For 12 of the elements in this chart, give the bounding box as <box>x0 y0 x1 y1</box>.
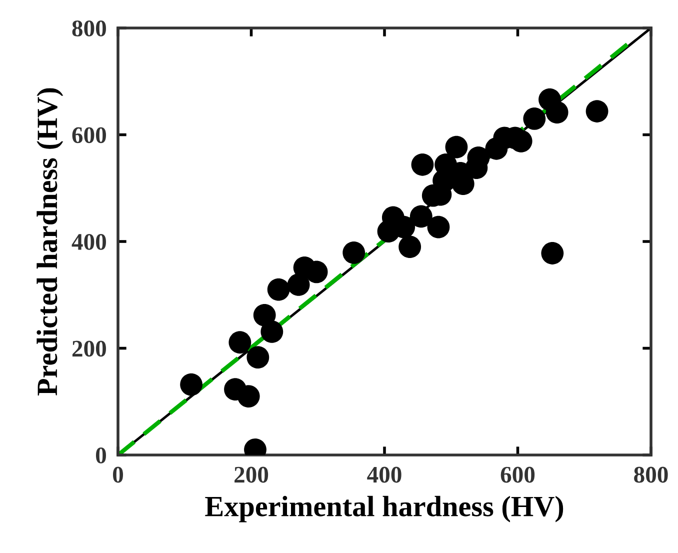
y-tick-label: 400 <box>72 234 106 250</box>
y-tick-label: 0 <box>96 447 106 464</box>
x-tick-label: 800 <box>634 466 668 483</box>
x-tick-label: 0 <box>112 466 124 483</box>
y-tick-label: 600 <box>72 127 106 144</box>
x-tick-label: 400 <box>367 466 402 483</box>
y-tick-label: 200 <box>72 340 106 357</box>
x-axis-title: Experimental hardness (HV) <box>205 496 564 522</box>
x-tick-label: 200 <box>234 466 268 483</box>
y-axis-title: Predicted hardness (HV) <box>36 88 64 396</box>
y-tick-label: 800 <box>72 20 106 36</box>
x-tick-label: 600 <box>500 466 535 483</box>
